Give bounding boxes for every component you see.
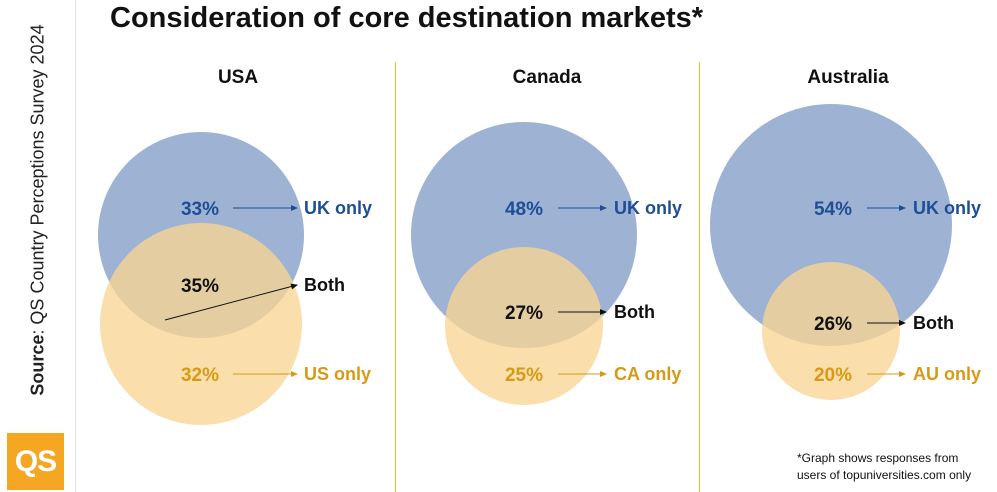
arrow-both <box>164 283 298 321</box>
venn-circle-usa <box>100 223 302 425</box>
panel-title-canada: Canada <box>513 67 582 88</box>
footnote-line: users of topuniversities.com only <box>797 468 972 482</box>
chart-title: Consideration of core destination market… <box>110 2 704 34</box>
panel-divider <box>699 62 700 492</box>
value-label-uk-only: 54% <box>814 199 852 220</box>
panel-divider <box>395 62 396 492</box>
qs-logo: QS <box>7 433 64 490</box>
footnote-line: *Graph shows responses from <box>797 451 959 465</box>
region-label-both: Both <box>304 275 345 295</box>
value-label-ca-only: 25% <box>505 365 543 386</box>
region-label-both: Both <box>913 313 954 333</box>
value-label-au-only: 20% <box>814 365 852 386</box>
source-sidebar: Source: QS Country Perceptions Survey 20… <box>0 0 76 492</box>
region-label-us-only: US only <box>304 364 371 384</box>
value-label-both: 35% <box>181 276 219 297</box>
region-label-uk-only: UK only <box>304 198 372 218</box>
value-label-uk-only: 33% <box>181 199 219 220</box>
value-label-both: 26% <box>814 314 852 335</box>
venn-circle-uk <box>710 104 952 346</box>
region-label-ca-only: CA only <box>614 364 681 384</box>
value-label-both: 27% <box>505 303 543 324</box>
venn-circle-canada <box>445 247 603 405</box>
value-label-us-only: 32% <box>181 365 219 386</box>
value-label-uk-only: 48% <box>505 199 543 220</box>
panel-title-australia: Australia <box>807 67 889 88</box>
panel-title-usa: USA <box>218 67 258 88</box>
region-label-both: Both <box>614 302 655 322</box>
region-label-uk-only: UK only <box>614 198 682 218</box>
region-label-au-only: AU only <box>913 364 981 384</box>
venn-circle-australia <box>762 262 900 400</box>
footnote: *Graph shows responses from users of top… <box>797 450 997 484</box>
region-label-uk-only: UK only <box>913 198 981 218</box>
